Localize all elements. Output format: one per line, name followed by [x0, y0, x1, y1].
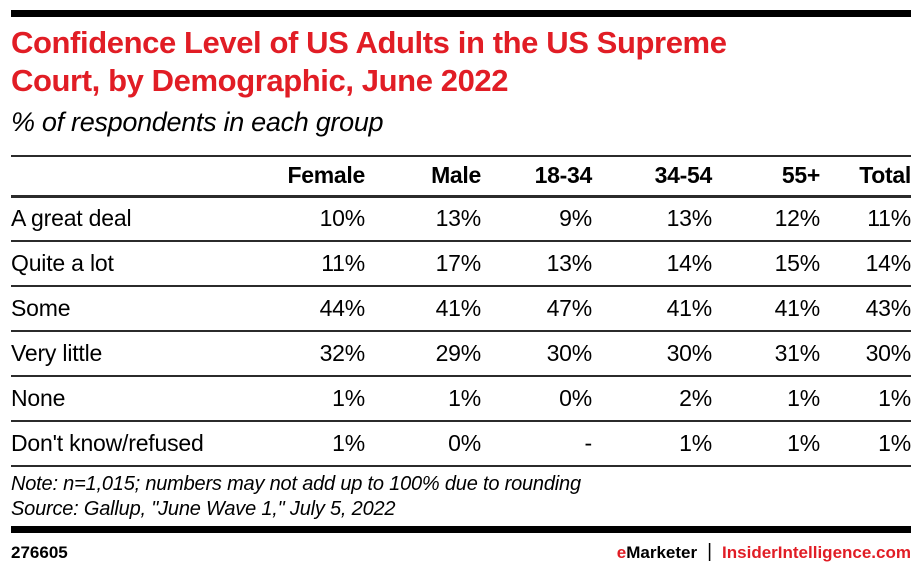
table-cell: 32% [261, 331, 365, 377]
insider-intelligence-url: InsiderIntelligence.com [722, 543, 911, 562]
table-cell: 13% [592, 196, 712, 242]
table-row-some: Some 44% 41% 47% 41% 41% 43% [11, 286, 911, 332]
footnotes: Note: n=1,015; numbers may not add up to… [11, 472, 911, 522]
table-cell: 1% [261, 376, 365, 422]
emarketer-logo-text: eMarketer [617, 543, 697, 563]
emarketer-logo-rest: Marketer [626, 543, 698, 562]
table-cell: 30% [592, 331, 712, 377]
table-cell: 1% [712, 376, 820, 422]
table-cell: 0% [481, 376, 592, 422]
column-header-male: Male [365, 156, 481, 198]
table-cell: 0% [365, 421, 481, 467]
table-header-row: Female Male 18-34 34-54 55+ Total [11, 156, 911, 198]
chart-title-line-1: Confidence Level of US Adults in the US … [11, 25, 727, 60]
top-divider-bar [11, 10, 911, 17]
table-cell: 44% [261, 286, 365, 332]
table-cell: 30% [481, 331, 592, 377]
row-label: Don't know/refused [11, 421, 261, 467]
bottom-divider-bar [11, 526, 911, 533]
row-label: Very little [11, 331, 261, 377]
table-cell: 47% [481, 286, 592, 332]
table-cell: 1% [712, 421, 820, 467]
row-label: Some [11, 286, 261, 332]
table-cell: 14% [820, 241, 911, 287]
table-row-none: None 1% 1% 0% 2% 1% 1% [11, 376, 911, 422]
table-cell: 2% [592, 376, 712, 422]
table-cell: 29% [365, 331, 481, 377]
data-table: Female Male 18-34 34-54 55+ Total A grea… [11, 155, 911, 467]
column-header-female: Female [261, 156, 365, 198]
table-cell: 9% [481, 196, 592, 242]
chart-title: Confidence Level of US Adults in the US … [11, 24, 911, 100]
chart-subtitle: % of respondents in each group [11, 107, 384, 137]
brand-lockup: eMarketer | InsiderIntelligence.com [617, 541, 911, 564]
emarketer-logo-e: e [616, 543, 627, 562]
row-label: None [11, 376, 261, 422]
source-text: Source: Gallup, "June Wave 1," July 5, 2… [11, 498, 396, 520]
table-cell: 1% [261, 421, 365, 467]
footer: 276605 eMarketer | InsiderIntelligence.c… [11, 533, 911, 564]
footer-separator: | [707, 541, 713, 562]
table-row-dont-know-refused: Don't know/refused 1% 0% - 1% 1% 1% [11, 421, 911, 467]
note-text: Note: n=1,015; numbers may not add up to… [11, 473, 581, 495]
column-header-18-34: 18-34 [481, 156, 592, 198]
table-cell: 1% [820, 376, 911, 422]
table-cell: - [481, 421, 592, 467]
table-cell: 10% [261, 196, 365, 242]
table-cell: 11% [261, 241, 365, 287]
table-cell: 1% [592, 421, 712, 467]
table-row-quite-a-lot: Quite a lot 11% 17% 13% 14% 15% 14% [11, 241, 911, 287]
table-cell: 11% [820, 196, 911, 242]
table-cell: 1% [365, 376, 481, 422]
table-cell: 30% [820, 331, 911, 377]
row-label: Quite a lot [11, 241, 261, 287]
table-cell: 13% [365, 196, 481, 242]
chart-id: 276605 [11, 543, 68, 562]
table-cell: 13% [481, 241, 592, 287]
row-label: A great deal [11, 196, 261, 242]
table-cell: 43% [820, 286, 911, 332]
table-cell: 17% [365, 241, 481, 287]
table-row-very-little: Very little 32% 29% 30% 30% 31% 30% [11, 331, 911, 377]
table-cell: 31% [712, 331, 820, 377]
table-cell: 12% [712, 196, 820, 242]
column-header-total: Total [820, 156, 911, 198]
header-empty-cell [11, 156, 261, 198]
column-header-34-54: 34-54 [592, 156, 712, 198]
table-row-a-great-deal: A great deal 10% 13% 9% 13% 12% 11% [11, 196, 911, 242]
table-cell: 15% [712, 241, 820, 287]
table-cell: 1% [820, 421, 911, 467]
table-cell: 41% [712, 286, 820, 332]
table-cell: 41% [592, 286, 712, 332]
chart-title-line-2: Court, by Demographic, June 2022 [11, 63, 509, 98]
column-header-55-plus: 55+ [712, 156, 820, 198]
table-cell: 41% [365, 286, 481, 332]
table-cell: 14% [592, 241, 712, 287]
